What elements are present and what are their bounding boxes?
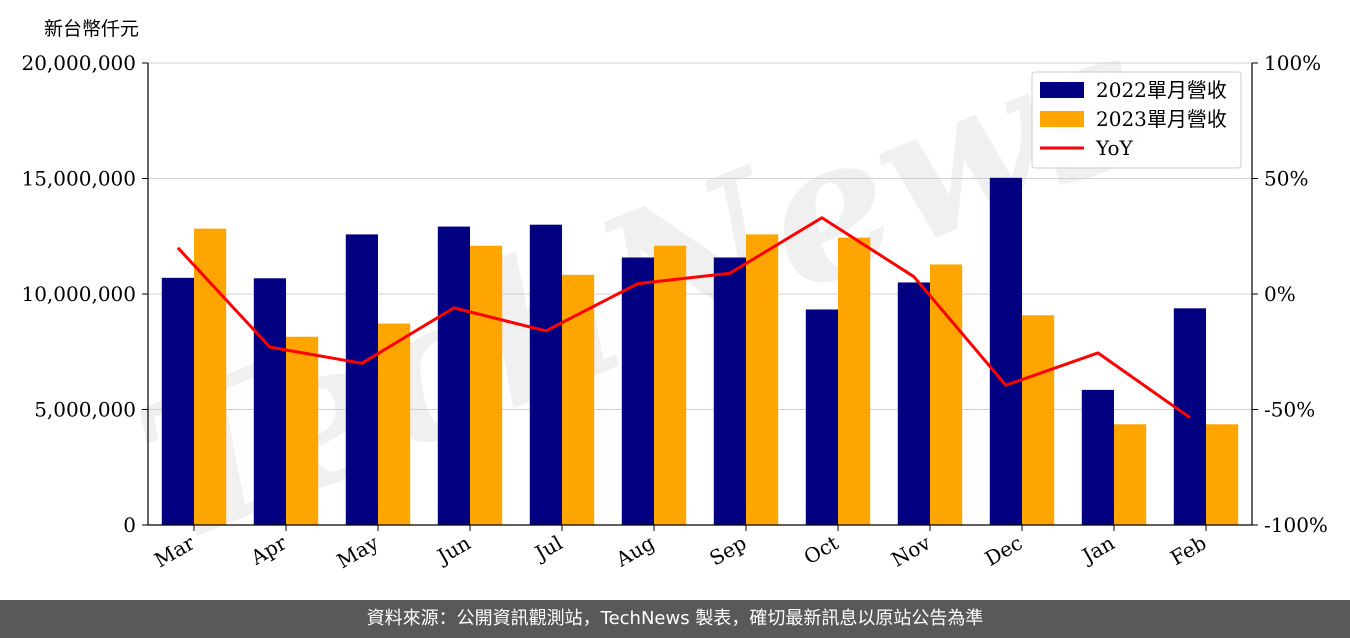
bar-2023 [654, 245, 687, 525]
revenue-chart: TechNews 05,000,00010,000,00015,000,0002… [21, 0, 1328, 586]
legend-label: 2022單月營收 [1096, 78, 1227, 102]
bar-2022 [621, 257, 654, 525]
y-tick-label: 10,000,000 [21, 282, 136, 306]
bar-2022 [529, 224, 562, 525]
bar-2023 [746, 234, 779, 526]
legend: 2022單月營收 2023單月營收 YoY [1031, 71, 1242, 169]
bar-2022 [253, 278, 286, 525]
y2-tick-label: -100% [1264, 513, 1328, 537]
x-tick-label: Dec [981, 531, 1027, 571]
bar-2023 [1022, 315, 1055, 525]
x-tick-label: Jun [432, 530, 475, 569]
x-tick-label: Aug [611, 530, 659, 571]
y-tick-label: 5,000,000 [34, 398, 136, 422]
bar-2023 [1114, 424, 1147, 525]
x-tick-label: Jul [529, 531, 566, 566]
bar-2022 [345, 234, 378, 526]
y-tick-label: 0 [123, 513, 136, 537]
y2-tick-label: 0% [1264, 282, 1296, 306]
bar-2023 [930, 264, 963, 525]
bar-2022 [161, 277, 194, 525]
bar-2023 [470, 245, 503, 525]
legend-swatch [1040, 111, 1084, 127]
bar-2023 [378, 323, 411, 525]
bars [161, 177, 1239, 526]
yoy-line [176, 216, 1191, 419]
bar-2023 [838, 237, 871, 526]
bar-2022 [1081, 389, 1114, 525]
axes [142, 62, 1258, 531]
y-tick-label: 20,000,000 [21, 51, 136, 75]
legend-label: YoY [1095, 136, 1134, 160]
y2-tick-label: -50% [1264, 398, 1315, 422]
legend-label: 2023單月營收 [1096, 107, 1227, 131]
bar-2022 [437, 226, 470, 525]
bar-2022 [989, 177, 1022, 525]
legend-swatch [1040, 82, 1084, 98]
y2-tick-label: 50% [1264, 167, 1308, 191]
legend-box [1031, 71, 1242, 169]
bar-2022 [713, 257, 746, 525]
source-footer: 資料來源：公開資訊觀測站，TechNews 製表，確切最新訊息以原站公告為準 [0, 600, 1350, 638]
y-axis-unit-label: 新台幣仟元 [44, 18, 140, 40]
bar-2023 [286, 336, 319, 525]
bar-2023 [1206, 424, 1239, 525]
x-tick-label: Sep [705, 531, 750, 571]
bar-2022 [897, 282, 930, 525]
yoy-line-path [176, 216, 1191, 419]
x-tick-label: Nov [887, 530, 935, 572]
x-tick-label: Jan [1076, 530, 1118, 568]
bar-2023 [194, 228, 227, 525]
bar-2023 [562, 274, 595, 525]
y-tick-label: 15,000,000 [21, 167, 136, 191]
bar-2022 [805, 309, 838, 525]
x-tick-label: Oct [800, 531, 843, 570]
x-tick-label: May [333, 530, 383, 573]
x-tick-label: Feb [1166, 531, 1210, 570]
y2-tick-label: 100% [1264, 51, 1321, 75]
